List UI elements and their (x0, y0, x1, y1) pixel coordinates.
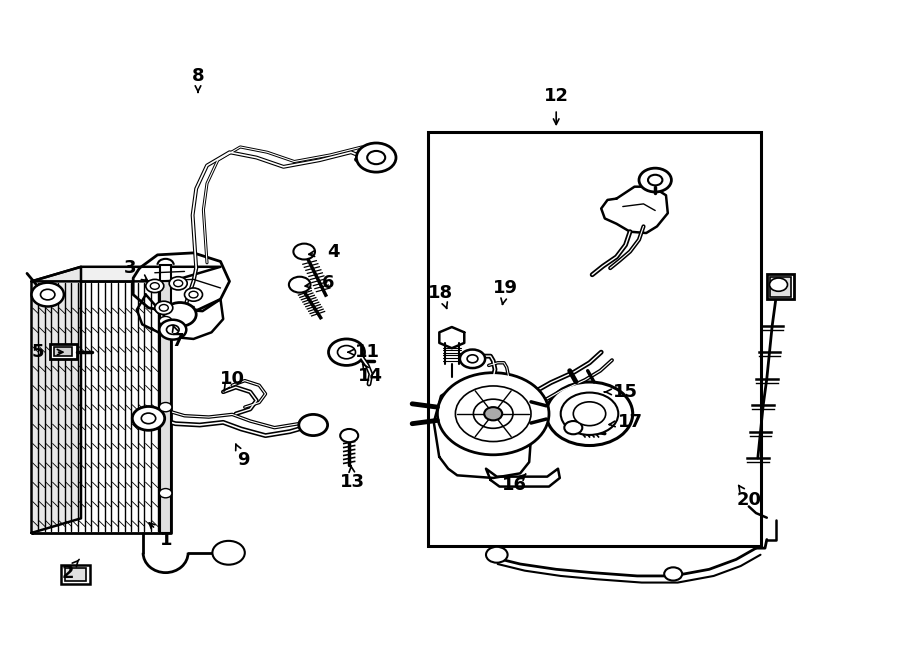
Polygon shape (32, 267, 220, 281)
Polygon shape (32, 267, 81, 533)
Circle shape (293, 244, 315, 260)
Bar (767, 274, 794, 299)
Circle shape (169, 277, 187, 290)
Polygon shape (486, 469, 560, 487)
Text: 8: 8 (192, 67, 204, 85)
Text: 7: 7 (172, 332, 184, 350)
Bar (428, 132, 760, 546)
Polygon shape (434, 383, 531, 478)
Circle shape (639, 168, 671, 192)
Circle shape (561, 393, 618, 435)
Polygon shape (133, 253, 230, 312)
Text: 12: 12 (544, 87, 569, 105)
Circle shape (437, 373, 549, 455)
Circle shape (356, 143, 396, 172)
Circle shape (289, 277, 310, 293)
Circle shape (159, 305, 168, 311)
Bar (61, 565, 90, 584)
Bar (54, 347, 72, 356)
Circle shape (460, 350, 485, 368)
Text: 3: 3 (124, 259, 137, 277)
Text: 14: 14 (358, 367, 383, 385)
Circle shape (212, 541, 245, 565)
Circle shape (467, 355, 478, 363)
Circle shape (159, 489, 172, 498)
Circle shape (184, 288, 202, 301)
Bar (50, 344, 76, 359)
Bar (65, 568, 86, 581)
Text: 15: 15 (613, 383, 638, 401)
Circle shape (166, 325, 179, 334)
Circle shape (367, 151, 385, 164)
Circle shape (150, 283, 159, 289)
Circle shape (564, 421, 582, 434)
Circle shape (189, 291, 198, 298)
Circle shape (146, 279, 164, 293)
Text: 2: 2 (61, 563, 74, 582)
Text: 16: 16 (502, 475, 527, 494)
Text: 9: 9 (237, 451, 249, 469)
Circle shape (340, 429, 358, 442)
Circle shape (455, 386, 531, 442)
Text: 17: 17 (617, 413, 643, 432)
Text: 10: 10 (220, 369, 245, 388)
Circle shape (546, 382, 633, 446)
Text: 18: 18 (428, 283, 454, 302)
Text: 13: 13 (340, 473, 365, 491)
Circle shape (770, 278, 788, 291)
Circle shape (174, 280, 183, 287)
Polygon shape (137, 295, 223, 339)
Circle shape (328, 339, 364, 365)
Circle shape (40, 289, 55, 300)
Text: 6: 6 (322, 274, 335, 293)
Polygon shape (32, 281, 171, 533)
Polygon shape (439, 327, 464, 348)
Circle shape (32, 283, 64, 307)
Circle shape (164, 303, 196, 326)
Circle shape (132, 406, 165, 430)
Circle shape (159, 316, 172, 326)
Text: 5: 5 (32, 343, 44, 361)
Polygon shape (601, 187, 668, 233)
Text: 1: 1 (160, 530, 173, 549)
Circle shape (573, 402, 606, 426)
Circle shape (159, 320, 186, 340)
Circle shape (299, 414, 328, 436)
Text: 20: 20 (736, 491, 761, 509)
Text: 19: 19 (493, 279, 518, 297)
Circle shape (159, 402, 172, 412)
Bar (160, 265, 171, 281)
Text: 11: 11 (355, 343, 380, 361)
Circle shape (484, 407, 502, 420)
Text: 4: 4 (327, 242, 339, 261)
Bar (770, 277, 791, 297)
Circle shape (664, 567, 682, 581)
Circle shape (486, 547, 508, 563)
Circle shape (648, 175, 662, 185)
Circle shape (338, 346, 356, 359)
Circle shape (473, 399, 513, 428)
Circle shape (155, 301, 173, 314)
Circle shape (141, 413, 156, 424)
Bar (160, 281, 171, 533)
